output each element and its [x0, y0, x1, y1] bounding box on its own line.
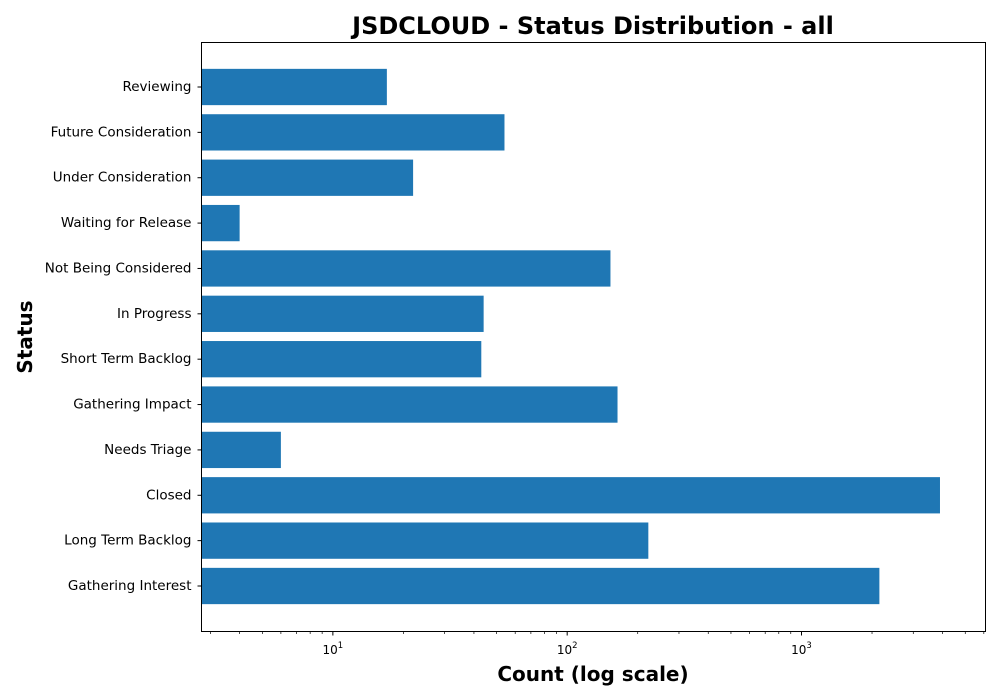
bar-waiting-for-release — [201, 204, 240, 242]
y-tick-label: Short Term Backlog — [61, 351, 192, 367]
bar-not-being-considered — [201, 250, 611, 287]
y-tick-label: Needs Triage — [104, 442, 191, 458]
bar-under-consideration — [201, 159, 414, 196]
y-tick-label: Closed — [146, 487, 191, 503]
y-tick-label: Under Consideration — [53, 170, 192, 186]
x-tick-exponent: 3 — [806, 641, 811, 651]
y-tick-label: Gathering Interest — [68, 578, 192, 594]
bar-gathering-interest — [201, 567, 880, 605]
x-tick-base: 10 — [323, 643, 338, 657]
bar-reviewing — [201, 68, 387, 106]
bars-layer — [201, 68, 940, 605]
x-tick-exponent: 2 — [572, 641, 577, 651]
y-axis-ticks: Reviewing Future Consideration Under Consi… — [45, 79, 202, 594]
x-tick-base: 10 — [791, 643, 806, 657]
x-tick-label: 101 — [323, 641, 344, 657]
bar-future-consideration — [201, 114, 505, 151]
y-tick-label: In Progress — [117, 306, 191, 322]
y-axis-label: Status — [13, 300, 37, 373]
bar-short-term-backlog — [201, 341, 482, 378]
y-tick-label: Long Term Backlog — [64, 533, 191, 549]
bar-needs-triage — [201, 431, 281, 469]
x-axis-ticks: 101 102 103 — [210, 631, 985, 657]
y-tick-label: Future Consideration — [51, 124, 192, 140]
y-tick-label: Reviewing — [122, 79, 191, 95]
plot-frame — [201, 42, 986, 632]
x-tick-label: 103 — [791, 641, 812, 657]
bar-long-term-backlog — [201, 522, 649, 559]
y-tick-label: Waiting for Release — [61, 215, 192, 231]
bar-closed — [201, 477, 940, 514]
x-axis-label: Count (log scale) — [497, 662, 688, 686]
y-tick-label: Gathering Impact — [73, 397, 191, 413]
x-tick-label: 102 — [557, 641, 578, 657]
chart-title: JSDCLOUD - Status Distribution - all — [350, 12, 834, 40]
bar-gathering-impact — [201, 386, 618, 423]
bar-in-progress — [201, 295, 484, 332]
y-tick-label: Not Being Considered — [45, 260, 192, 276]
x-tick-base: 10 — [557, 643, 572, 657]
x-tick-exponent: 1 — [338, 641, 343, 651]
